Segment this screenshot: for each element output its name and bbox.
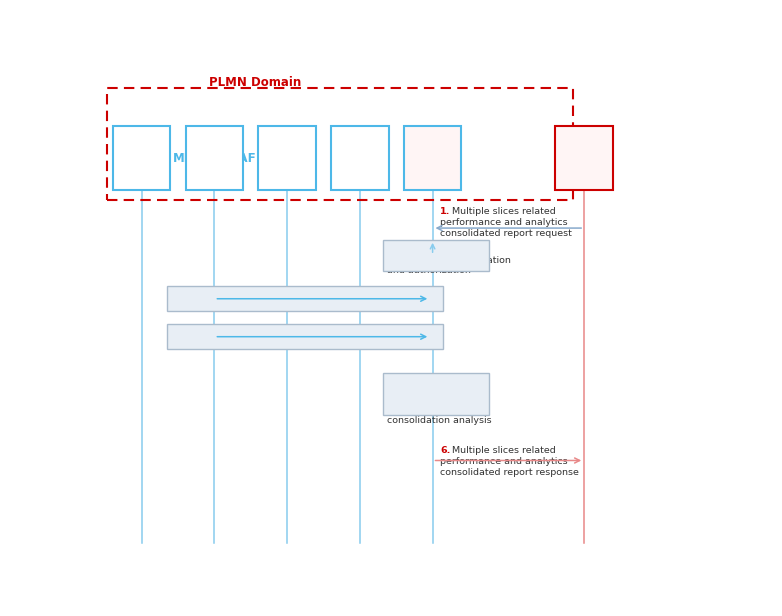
FancyBboxPatch shape xyxy=(382,373,489,415)
Text: 6.: 6. xyxy=(440,446,450,455)
Text: 3.: 3. xyxy=(172,294,182,303)
FancyBboxPatch shape xyxy=(185,126,243,190)
Text: performance and analytics: performance and analytics xyxy=(440,217,568,227)
Text: MDE/NWDAF: MDE/NWDAF xyxy=(173,152,256,164)
Text: PNI-NPN
1: PNI-NPN 1 xyxy=(259,144,315,172)
Text: 4.: 4. xyxy=(172,332,182,341)
Text: Performance data: Performance data xyxy=(396,394,485,403)
FancyBboxPatch shape xyxy=(382,240,489,271)
Text: verification and: verification and xyxy=(387,405,461,414)
Text: consolidation analysis: consolidation analysis xyxy=(387,416,492,425)
Text: VAL
server: VAL server xyxy=(563,144,605,172)
Text: PNI-NPN
2: PNI-NPN 2 xyxy=(332,144,388,172)
Text: 1.: 1. xyxy=(440,207,450,216)
Text: Retrieve PLMN slice analytics from MDE / NWDAF: Retrieve PLMN slice analytics from MDE /… xyxy=(181,332,417,341)
FancyBboxPatch shape xyxy=(167,325,443,349)
Text: consolidated report response: consolidated report response xyxy=(440,468,579,477)
Text: 2.: 2. xyxy=(387,256,398,265)
FancyBboxPatch shape xyxy=(331,126,389,190)
FancyBboxPatch shape xyxy=(113,126,170,190)
FancyBboxPatch shape xyxy=(258,126,316,190)
FancyBboxPatch shape xyxy=(404,126,461,190)
Text: Request authentication: Request authentication xyxy=(396,256,511,265)
Text: performance and analytics: performance and analytics xyxy=(440,457,568,466)
Text: 5.: 5. xyxy=(387,394,398,403)
FancyBboxPatch shape xyxy=(555,126,613,190)
Text: 5GS: 5GS xyxy=(128,152,155,164)
Text: and authorization: and authorization xyxy=(387,267,472,275)
Text: Multiple slices related: Multiple slices related xyxy=(449,446,556,455)
Text: Retrieve PNI-NPN slice analytics from MDE / NWDAF: Retrieve PNI-NPN slice analytics from MD… xyxy=(181,294,429,303)
Text: NSCE
server: NSCE server xyxy=(411,144,454,172)
Text: Multiple slices related: Multiple slices related xyxy=(449,207,556,216)
FancyBboxPatch shape xyxy=(167,286,443,311)
Text: consolidated report request: consolidated report request xyxy=(440,229,572,238)
Text: PLMN Domain: PLMN Domain xyxy=(210,76,301,89)
